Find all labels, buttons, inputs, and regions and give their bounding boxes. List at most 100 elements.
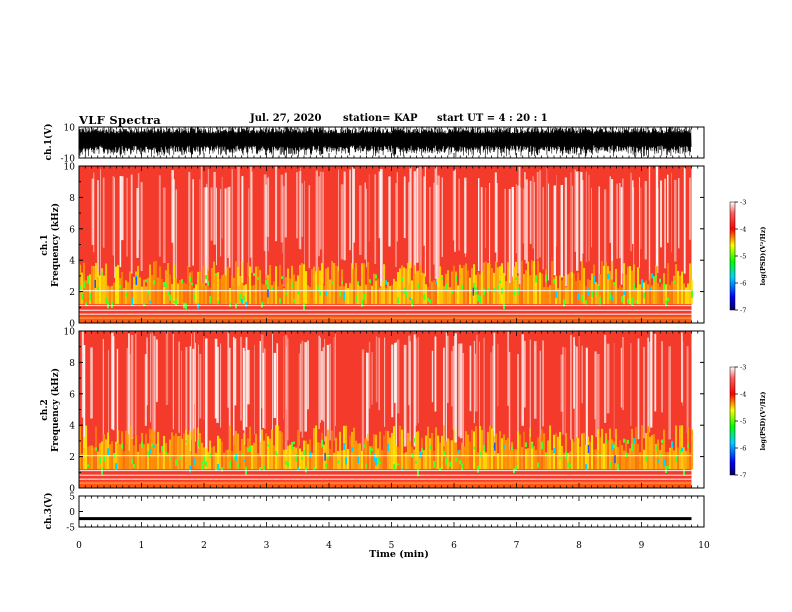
spectrogram-streak: [298, 353, 300, 446]
spectrogram-streak: [318, 335, 320, 429]
spectrogram-streak: [126, 177, 128, 257]
spectrogram-greenblob: [563, 299, 565, 307]
spectrogram-greenblob: [153, 445, 155, 448]
spectrogram-lowband: [497, 453, 500, 470]
spectrogram-streak: [647, 337, 649, 443]
spectrogram-lowband: [661, 444, 664, 470]
spectrogram-greenblob: [313, 466, 315, 470]
spectrogram-streak: [660, 180, 663, 248]
spectrogram-lowband: [427, 426, 430, 470]
spectrogram-greenblob: [301, 456, 303, 460]
spectrogram-greenblob: [179, 456, 181, 460]
ch2-spectrogram-panel: 0 2 4 6 8 10: [64, 328, 705, 495]
spectrogram-lowband: [237, 433, 240, 470]
spectrogram-lowband: [231, 275, 234, 305]
spectrogram-streak: [388, 176, 391, 247]
spectrogram-lowband: [491, 268, 494, 305]
spectrogram-lowband: [665, 452, 668, 470]
spectrogram-greenblob: [435, 281, 437, 285]
spectrogram-greenblob: [673, 280, 675, 284]
spectrogram-greenblob: [627, 298, 629, 303]
spectrogram-lowband: [381, 450, 384, 470]
spectrogram-lowband: [423, 273, 426, 305]
spectrogram-streak: [366, 188, 367, 268]
spectrogram-greenblob: [229, 302, 231, 307]
spectrogram-lowband: [363, 263, 366, 305]
spectrogram-hline: [79, 290, 692, 292]
spectrogram-streak: [480, 187, 483, 290]
spectrogram-streak: [417, 336, 419, 424]
spectrogram-lowband: [635, 427, 638, 470]
spectrogram-lowband: [547, 440, 550, 470]
spectrogram-lowband: [381, 280, 384, 305]
spectrogram-lowband: [245, 284, 248, 305]
spectrogram-lowband: [467, 270, 470, 305]
spectrogram-ytick-label: 6: [69, 390, 75, 400]
spectrogram-greenblob: [95, 447, 97, 451]
spectrogram-greenblob: [131, 298, 133, 306]
spectrogram-lowband: [565, 433, 568, 470]
spectrogram-lowband: [517, 431, 520, 470]
spectrogram-streak: [546, 167, 548, 282]
spectrogram-greenblob: [375, 457, 377, 466]
spectrogram-lowband: [321, 263, 324, 305]
spectrogram-lowband: [355, 440, 358, 470]
spectrogram-lowband: [523, 431, 526, 470]
spectrogram-lowband: [115, 266, 118, 305]
spectrogram-lowband: [423, 450, 426, 470]
spectrogram-greenblob: [445, 284, 447, 291]
spectrogram-lowband: [657, 283, 660, 305]
time-tick-label: 9: [639, 541, 645, 551]
spectrogram-streak: [445, 332, 447, 451]
spectrogram-lowband: [251, 445, 254, 470]
spectrogram-greenblob: [635, 300, 637, 303]
spectrogram-streak: [276, 343, 279, 454]
spectrogram-greenblob: [343, 292, 345, 301]
spectrogram-greenblob: [253, 273, 255, 276]
spectrogram-streak: [338, 169, 339, 272]
spectrogram-greenblob: [173, 300, 175, 303]
spectrogram-streak: [273, 352, 277, 419]
spectrogram-lowband: [329, 448, 332, 470]
spectrogram-greenblob: [413, 438, 415, 443]
spectrogram-lowband: [505, 281, 508, 305]
spectrogram-streak: [150, 333, 152, 423]
spectrogram-streak: [175, 189, 178, 291]
spectrogram-streak: [283, 186, 285, 287]
spectrogram-streak: [395, 342, 397, 447]
spectrogram-lowband: [383, 264, 386, 305]
spectrogram-lowband: [557, 288, 560, 305]
spectrogram-lowband: [623, 263, 626, 305]
spectrogram-lowband: [235, 430, 238, 470]
spectrogram-lowband: [279, 264, 282, 305]
spectrogram-lowband: [387, 282, 390, 305]
spectrogram-streak: [483, 337, 485, 449]
spectrogram-greenblob: [401, 277, 403, 282]
spectrogram-streak: [539, 170, 541, 258]
spectrogram-lowband: [605, 433, 608, 470]
spectrogram-streak: [90, 347, 93, 419]
spectrogram-lowband: [97, 451, 100, 470]
spectrogram-lowband: [537, 437, 540, 470]
spectrogram-lowband: [543, 287, 546, 305]
spectrogram-greenblob: [625, 452, 627, 458]
spectrogram-greenblob: [455, 275, 457, 282]
spectrogram-greenblob: [655, 446, 657, 451]
colorbar-tick-label: -6: [740, 445, 746, 453]
spectrogram-streak: [452, 169, 455, 241]
spectrogram-lowband: [527, 261, 530, 305]
spectrogram-lowband: [651, 285, 654, 305]
spectrogram-lowband: [221, 275, 224, 305]
spectrogram-greenblob: [645, 455, 647, 462]
spectrogram-streak: [496, 182, 498, 263]
spectrogram-greenblob: [147, 450, 149, 457]
spectrogram-greenblob: [663, 459, 665, 467]
spectrogram-lowband: [267, 436, 270, 470]
spectrogram-greenblob: [169, 457, 171, 461]
spectrogram-streak: [178, 341, 180, 433]
spectrogram-streak: [248, 188, 250, 277]
spectrogram-streak: [459, 343, 463, 439]
spectrogram-greenblob: [267, 284, 269, 292]
spectrogram-lowband: [677, 447, 680, 470]
spectrogram-streak: [326, 344, 329, 454]
